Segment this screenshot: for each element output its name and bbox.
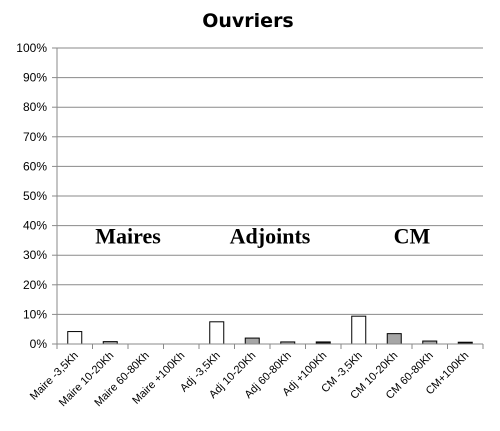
y-tick-label: 40% [23, 219, 47, 233]
bar [67, 331, 83, 345]
bars [57, 315, 483, 345]
chart-title: Ouvriers [202, 10, 294, 32]
y-tick-label: 20% [23, 278, 47, 292]
group-label: CM [394, 223, 431, 248]
y-axis-ticks: 0% 10% 20% 30% 40% 50% 60% 70% 80% 90% 100% [16, 41, 47, 351]
y-tick-label: 30% [23, 248, 47, 262]
group-labels: Maires Adjoints CM [95, 223, 430, 248]
y-tick-label: 70% [23, 130, 47, 144]
bar [244, 337, 260, 345]
group-label: Adjoints [230, 223, 311, 248]
y-tick-label: 0% [30, 337, 48, 351]
y-tick-label: 10% [23, 307, 47, 321]
y-tick-label: 50% [23, 189, 47, 203]
y-tick-label: 80% [23, 100, 47, 114]
y-tick-label: 60% [23, 159, 47, 173]
bar [351, 315, 367, 345]
y-tick-label: 100% [16, 41, 47, 55]
gridlines [52, 47, 484, 349]
y-tick-label: 90% [23, 71, 47, 85]
group-label: Maires [95, 223, 161, 248]
bar [209, 321, 225, 345]
bar [386, 333, 402, 345]
